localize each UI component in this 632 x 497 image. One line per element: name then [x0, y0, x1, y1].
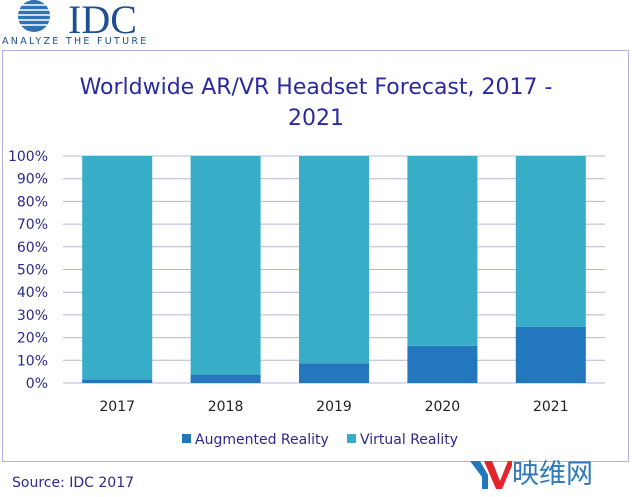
logo-text: IDC — [68, 0, 137, 42]
y-tick-label: 20% — [17, 331, 48, 347]
bar-virtual-reality-2021 — [515, 156, 586, 327]
legend-swatch-augmented-reality — [182, 434, 191, 443]
bar-augmented-reality-2018 — [190, 374, 261, 383]
x-tick-label: 2017 — [99, 399, 135, 415]
y-tick-label: 30% — [17, 308, 48, 324]
bar-virtual-reality-2019 — [299, 156, 369, 364]
chart-frame — [2, 50, 629, 462]
x-tick-label: 2020 — [425, 399, 461, 415]
bar-virtual-reality-2018 — [190, 156, 261, 375]
y-tick-label: 70% — [17, 217, 48, 233]
y-tick-label: 90% — [17, 172, 48, 188]
source-note: Source: IDC 2017 — [12, 475, 135, 491]
y-tick-label: 10% — [17, 353, 48, 369]
bar-augmented-reality-2021 — [515, 326, 586, 383]
y-tick-label: 60% — [17, 240, 48, 256]
bar-augmented-reality-2020 — [407, 345, 478, 383]
chart-title: Worldwide AR/VR Headset Forecast, 2017 -… — [79, 75, 553, 131]
y-tick-label: 100% — [8, 149, 48, 165]
x-tick-label: 2018 — [208, 399, 244, 415]
watermark-logo-icon — [470, 460, 514, 489]
bar-augmented-reality-2019 — [299, 363, 369, 383]
legend-swatch-virtual-reality — [347, 434, 356, 443]
idc-globe-icon — [0, 0, 64, 32]
y-tick-label: 50% — [17, 263, 48, 279]
watermark-text: 映维网 — [512, 459, 593, 490]
y-tick-label: 40% — [17, 285, 48, 301]
y-tick-label: 0% — [26, 376, 48, 392]
x-tick-label: 2021 — [533, 399, 569, 415]
idc-logo: IDC ANALYZE THE FUTURE — [0, 0, 160, 50]
x-tick-label: 2019 — [316, 399, 352, 415]
legend-label: Virtual Reality — [360, 432, 458, 448]
bar-virtual-reality-2020 — [407, 156, 478, 346]
y-tick-label: 80% — [17, 194, 48, 210]
bar-virtual-reality-2017 — [82, 156, 153, 380]
watermark: 映维网 — [470, 452, 593, 491]
bar-augmented-reality-2017 — [82, 379, 153, 383]
legend-label: Augmented Reality — [195, 432, 329, 448]
logo-tagline: ANALYZE THE FUTURE — [2, 36, 149, 47]
